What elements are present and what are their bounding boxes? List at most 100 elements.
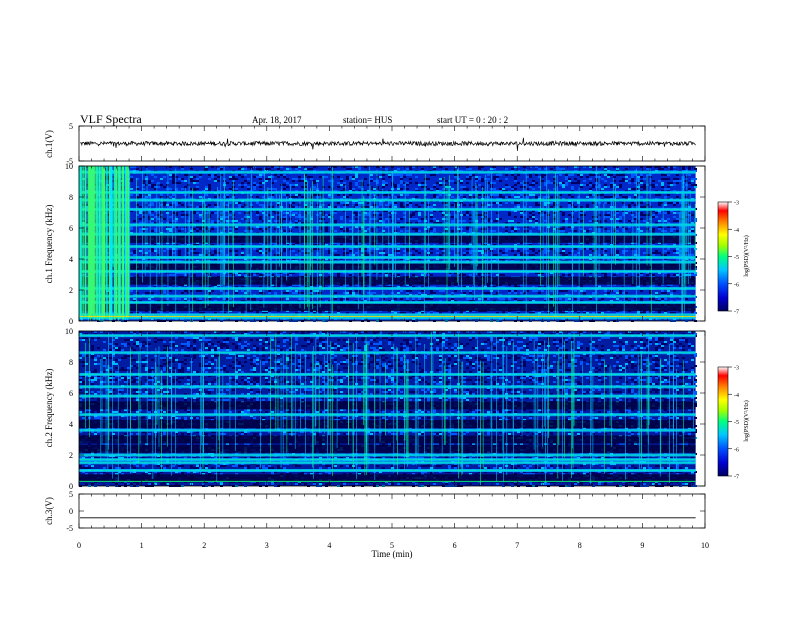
ch1-spectrogram-cell	[616, 212, 619, 214]
ch1-spectrogram-cell	[574, 230, 577, 232]
ch1-spectrogram-cell	[211, 248, 214, 250]
ch1-spectrogram-cell	[172, 194, 175, 196]
ch1-spectrogram-cell	[352, 292, 355, 294]
ch1-spectrogram-cell	[412, 274, 415, 276]
ch1-spectrogram-cell	[421, 186, 424, 188]
ch1-spectrogram-cell	[622, 214, 625, 216]
ch1-spectrogram-cell	[460, 194, 463, 196]
ch1-spectrogram-cell	[178, 182, 181, 184]
ch1-spectrogram-cell	[616, 186, 619, 188]
ch1-spectrogram-cell	[688, 188, 691, 190]
ch1-spectrogram-cell	[610, 174, 613, 176]
ch1-spectrogram-cell	[292, 292, 295, 294]
ch1-spectrogram-cell	[415, 188, 418, 190]
ch1-spectrogram-cell	[688, 182, 691, 184]
ch1-spectrogram-cell	[196, 182, 199, 184]
ch1-spectrogram-cell	[469, 178, 472, 180]
ch1-spectrogram-cell	[631, 212, 634, 214]
ch1-spectrogram-cell	[565, 178, 568, 180]
ch1-spectrogram-cell	[256, 196, 259, 198]
ch1-spectrogram-cell	[433, 196, 436, 198]
ch1-spectrogram-cell	[283, 250, 286, 252]
ch1-spectrogram-cell	[253, 184, 256, 186]
ch1-spectrogram-cell	[613, 290, 616, 292]
ch1-spectrogram-cell	[568, 202, 571, 204]
ch1-spectrogram-cell	[436, 248, 439, 250]
ch1-spectrogram-cell	[364, 212, 367, 214]
ch1-spectrogram-cell	[682, 168, 685, 170]
ch1-spectrogram-cell	[163, 186, 166, 188]
ch1-spectrogram-cell	[349, 220, 352, 222]
ch1-spectrogram-cell	[280, 174, 283, 176]
ch1-spectrogram-cell	[169, 178, 172, 180]
ch1-spectrogram-cell	[349, 194, 352, 196]
ch1-spectrogram-cell	[433, 186, 436, 188]
ch1-spectrogram-cell	[364, 206, 367, 208]
ch1-spectrogram-cell	[211, 290, 214, 292]
ch1-spectrogram-cell	[661, 292, 664, 294]
ch1-spectrogram-cell	[445, 202, 448, 204]
ch1-spectrogram-cell	[259, 174, 262, 176]
ch1-spectrogram-cell	[532, 182, 535, 184]
ch1-spectrogram-cell	[412, 212, 415, 214]
ch1-spectrogram-cell	[592, 292, 595, 294]
ch1-spectrogram-cell	[625, 298, 628, 300]
ch1-spectrogram-cell	[607, 174, 610, 176]
ch1-spectrogram-cell	[379, 218, 382, 220]
ch1-spectrogram-cell	[586, 204, 589, 206]
ch1-spectrogram-cell	[274, 174, 277, 176]
ch1-spectrogram-cell	[589, 254, 592, 256]
ch1-spectrogram-cell	[433, 218, 436, 220]
ch1-spectrogram-cell	[160, 204, 163, 206]
ch1-spectrogram-cell	[658, 168, 661, 170]
ch1-spectrogram-cell	[397, 186, 400, 188]
ch1-spectrogram-cell	[292, 250, 295, 252]
ch1-spectrogram-cell	[376, 180, 379, 182]
ch1-spectrogram-cell	[598, 254, 601, 256]
ch1-spectrogram-cell	[517, 250, 520, 252]
ch1-spectrogram-cell	[655, 252, 658, 254]
ch1-spectrogram-cell	[283, 230, 286, 232]
ch1-spectrogram-cell	[640, 230, 643, 232]
ch1-spectrogram-cell	[343, 182, 346, 184]
ch1-spectrogram-cell	[646, 214, 649, 216]
ch1-spectrogram-cell	[640, 180, 643, 182]
ch1-spectrogram-cell	[640, 290, 643, 292]
ch1-spectrogram-cell	[529, 194, 532, 196]
ch1-spectrogram-cell	[187, 184, 190, 186]
ch1-spectrogram-cell	[322, 176, 325, 178]
ch1-spectrogram-cell	[667, 174, 670, 176]
ch1-spectrogram-cell	[247, 182, 250, 184]
ch1-spectrogram-cell	[259, 274, 262, 276]
ch1-spectrogram-cell	[685, 252, 688, 254]
ch1-spectrogram-cell	[268, 168, 271, 170]
ch1-spectrogram-cell	[499, 250, 502, 252]
ch1-spectrogram-cell	[685, 204, 688, 206]
ch1-spectrogram-cell	[643, 184, 646, 186]
ch1-spectrogram-cell	[283, 292, 286, 294]
ch1-spectrogram-cell	[208, 298, 211, 300]
ch1-spectrogram-cell	[394, 174, 397, 176]
ch1-spectrogram-cell	[382, 174, 385, 176]
ch1-spectrogram-cell	[139, 230, 142, 232]
ch1-spectrogram-cell	[577, 196, 580, 198]
ch1-spectrogram-cell	[478, 194, 481, 196]
ch1-spectrogram-cell	[574, 182, 577, 184]
ch1-spectrogram-cell	[298, 214, 301, 216]
ch1-spectrogram-cell	[139, 212, 142, 214]
ch1-spectrogram-cell	[406, 250, 409, 252]
ch1-spectrogram-cell	[355, 184, 358, 186]
ch1-spectrogram-cell	[214, 212, 217, 214]
ch1-spectrogram-cell	[568, 178, 571, 180]
ch1-spectrogram-cell	[502, 188, 505, 190]
ch1-spectrogram-cell	[151, 204, 154, 206]
ch1-spectrogram-cell	[511, 230, 514, 232]
ch1-spectrogram-cell	[691, 184, 694, 186]
ch1-spectrogram-cell	[607, 212, 610, 214]
ch1-spectrogram-cell	[580, 248, 583, 250]
ch1-spectrogram-cell	[166, 182, 169, 184]
ch1-spectrogram-cell	[550, 182, 553, 184]
ch1-spectrogram-cell	[478, 176, 481, 178]
ch1-spectrogram-cell	[589, 188, 592, 190]
ch1-spectrogram-cell	[508, 292, 511, 294]
